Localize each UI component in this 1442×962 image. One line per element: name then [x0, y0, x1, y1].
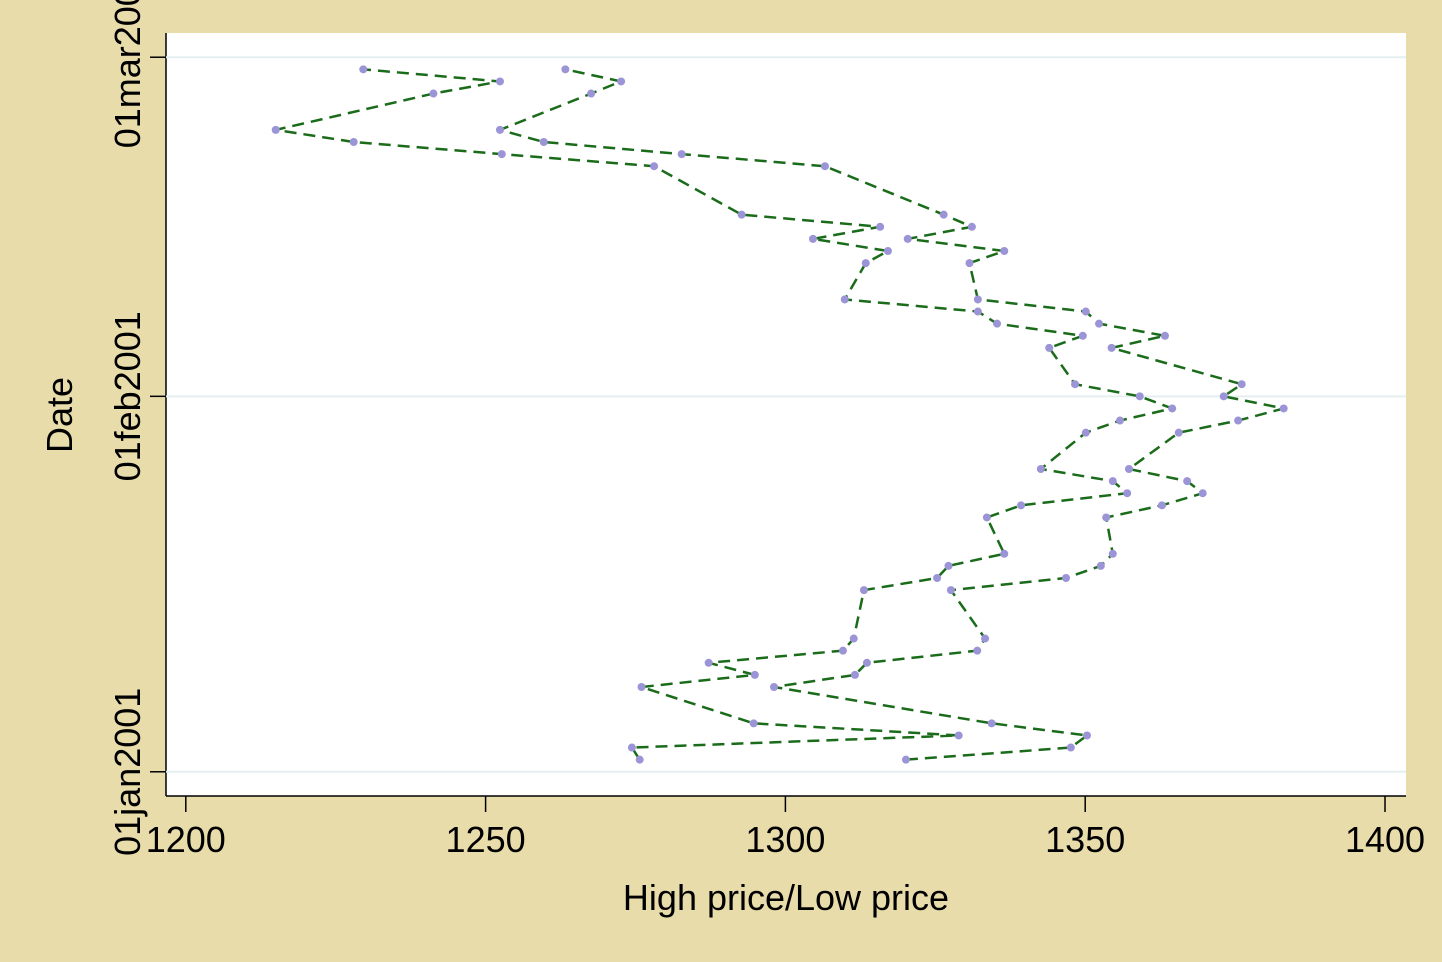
y-tick-label: 01mar2001	[107, 0, 148, 148]
point	[973, 646, 982, 655]
point	[1198, 489, 1207, 498]
point	[965, 259, 974, 268]
point	[987, 719, 996, 728]
point	[838, 646, 847, 655]
point	[954, 731, 963, 740]
point	[704, 658, 713, 667]
x-tick-label: 1300	[745, 819, 825, 860]
x-tick-label: 1200	[146, 819, 226, 860]
point	[861, 259, 870, 268]
point	[770, 683, 779, 691]
point	[1081, 307, 1090, 316]
point	[944, 561, 953, 570]
point	[933, 574, 942, 582]
point	[627, 743, 636, 752]
x-tick-label: 1350	[1045, 819, 1125, 860]
point	[359, 65, 368, 74]
point	[1174, 428, 1183, 437]
point	[1108, 549, 1117, 558]
point	[637, 683, 646, 691]
point	[1115, 416, 1124, 425]
point	[1045, 343, 1054, 352]
point	[982, 513, 991, 522]
point	[1081, 428, 1090, 437]
point	[1124, 465, 1133, 473]
point	[495, 77, 504, 86]
point	[737, 210, 746, 219]
point	[901, 755, 910, 764]
x-axis-title: High price/Low price	[623, 877, 949, 918]
point	[1157, 501, 1166, 510]
point	[859, 586, 868, 595]
point	[876, 222, 885, 231]
point	[862, 658, 871, 667]
point	[1096, 561, 1105, 570]
point	[1183, 477, 1192, 486]
point	[1135, 392, 1144, 401]
point	[1219, 392, 1228, 401]
point	[635, 755, 644, 764]
point	[1168, 404, 1177, 413]
point	[539, 138, 548, 146]
point	[849, 634, 858, 643]
point	[677, 150, 686, 159]
series-line	[275, 68, 1177, 761]
point	[749, 719, 758, 728]
point	[1107, 343, 1116, 352]
series-line	[496, 68, 1285, 761]
point	[1094, 319, 1103, 328]
point	[1062, 574, 1071, 582]
y-tick-label: 01feb2001	[107, 311, 148, 481]
point	[429, 89, 438, 98]
point	[1102, 513, 1111, 522]
point	[1036, 465, 1045, 473]
plot-area	[166, 33, 1406, 796]
point	[1279, 404, 1288, 413]
point	[850, 670, 859, 679]
y-tick-label: 01jan2001	[107, 688, 148, 856]
point	[967, 222, 976, 231]
point	[981, 634, 990, 643]
point	[903, 234, 912, 243]
point	[1071, 380, 1080, 389]
point	[1078, 331, 1087, 340]
point	[939, 210, 948, 219]
point	[1066, 743, 1075, 752]
point	[1160, 331, 1169, 340]
point	[973, 295, 982, 304]
point	[1123, 489, 1132, 498]
point	[1237, 380, 1246, 389]
y-axis-title: Date	[39, 377, 80, 453]
point	[840, 295, 849, 304]
point	[1000, 247, 1009, 255]
x-tick-label: 1250	[446, 819, 526, 860]
point	[1017, 501, 1026, 510]
point	[650, 162, 659, 171]
point	[973, 307, 982, 316]
point	[1108, 477, 1117, 486]
point	[587, 89, 596, 98]
point	[993, 319, 1002, 328]
point	[750, 670, 759, 679]
point	[497, 150, 506, 159]
point	[617, 77, 626, 86]
point	[1234, 416, 1243, 425]
point	[883, 247, 892, 255]
point	[271, 125, 280, 134]
point	[349, 138, 358, 146]
point	[1000, 549, 1009, 558]
point	[946, 586, 955, 595]
point	[820, 162, 829, 171]
point	[1083, 731, 1092, 740]
point	[561, 65, 570, 74]
point	[495, 125, 504, 134]
point	[808, 234, 817, 243]
x-tick-label: 1400	[1345, 819, 1425, 860]
